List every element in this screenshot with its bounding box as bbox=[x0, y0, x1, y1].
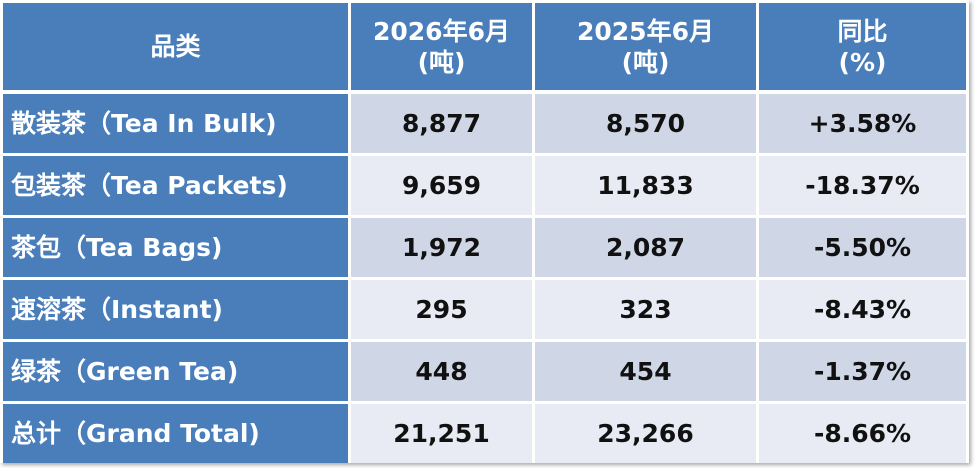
value-cell: 295 bbox=[351, 280, 532, 339]
header-text: (吨) bbox=[621, 47, 670, 77]
value-cell: 448 bbox=[351, 342, 532, 401]
value-cell: -18.37% bbox=[759, 156, 966, 215]
value-cell: 9,659 bbox=[351, 156, 532, 215]
header-text: 同比 bbox=[837, 16, 888, 46]
category-cell: 总计（Grand Total) bbox=[3, 404, 348, 463]
value-cell: 454 bbox=[535, 342, 756, 401]
value-cell: 2,087 bbox=[535, 218, 756, 277]
header-text: (%) bbox=[838, 47, 887, 77]
header-text: 2025年6月 bbox=[577, 16, 714, 46]
value-cell: -5.50% bbox=[759, 218, 966, 277]
value-cell: 323 bbox=[535, 280, 756, 339]
value-cell: 23,266 bbox=[535, 404, 756, 463]
value-cell: -8.66% bbox=[759, 404, 966, 463]
value-cell: 8,877 bbox=[351, 94, 532, 153]
category-cell: 散装茶（Tea In Bulk) bbox=[3, 94, 348, 153]
header-cell: 同比 (%) bbox=[759, 3, 966, 90]
header-cell: 品类 bbox=[3, 3, 348, 90]
category-cell: 包装茶（Tea Packets) bbox=[3, 156, 348, 215]
value-cell: 11,833 bbox=[535, 156, 756, 215]
value-cell: -1.37% bbox=[759, 342, 966, 401]
header-text: 品类 bbox=[150, 32, 201, 61]
value-cell: 21,251 bbox=[351, 404, 532, 463]
header-text: (吨) bbox=[417, 47, 466, 77]
header-cell: 2026年6月 (吨) bbox=[351, 3, 532, 90]
value-cell: -8.43% bbox=[759, 280, 966, 339]
header-cell: 2025年6月 (吨) bbox=[535, 3, 756, 90]
value-cell: 1,972 bbox=[351, 218, 532, 277]
value-cell: 8,570 bbox=[535, 94, 756, 153]
category-cell: 绿茶（Green Tea) bbox=[3, 342, 348, 401]
header-text: 2026年6月 bbox=[373, 16, 510, 46]
value-cell: +3.58% bbox=[759, 94, 966, 153]
category-cell: 速溶茶（Instant) bbox=[3, 280, 348, 339]
category-cell: 茶包（Tea Bags) bbox=[3, 218, 348, 277]
